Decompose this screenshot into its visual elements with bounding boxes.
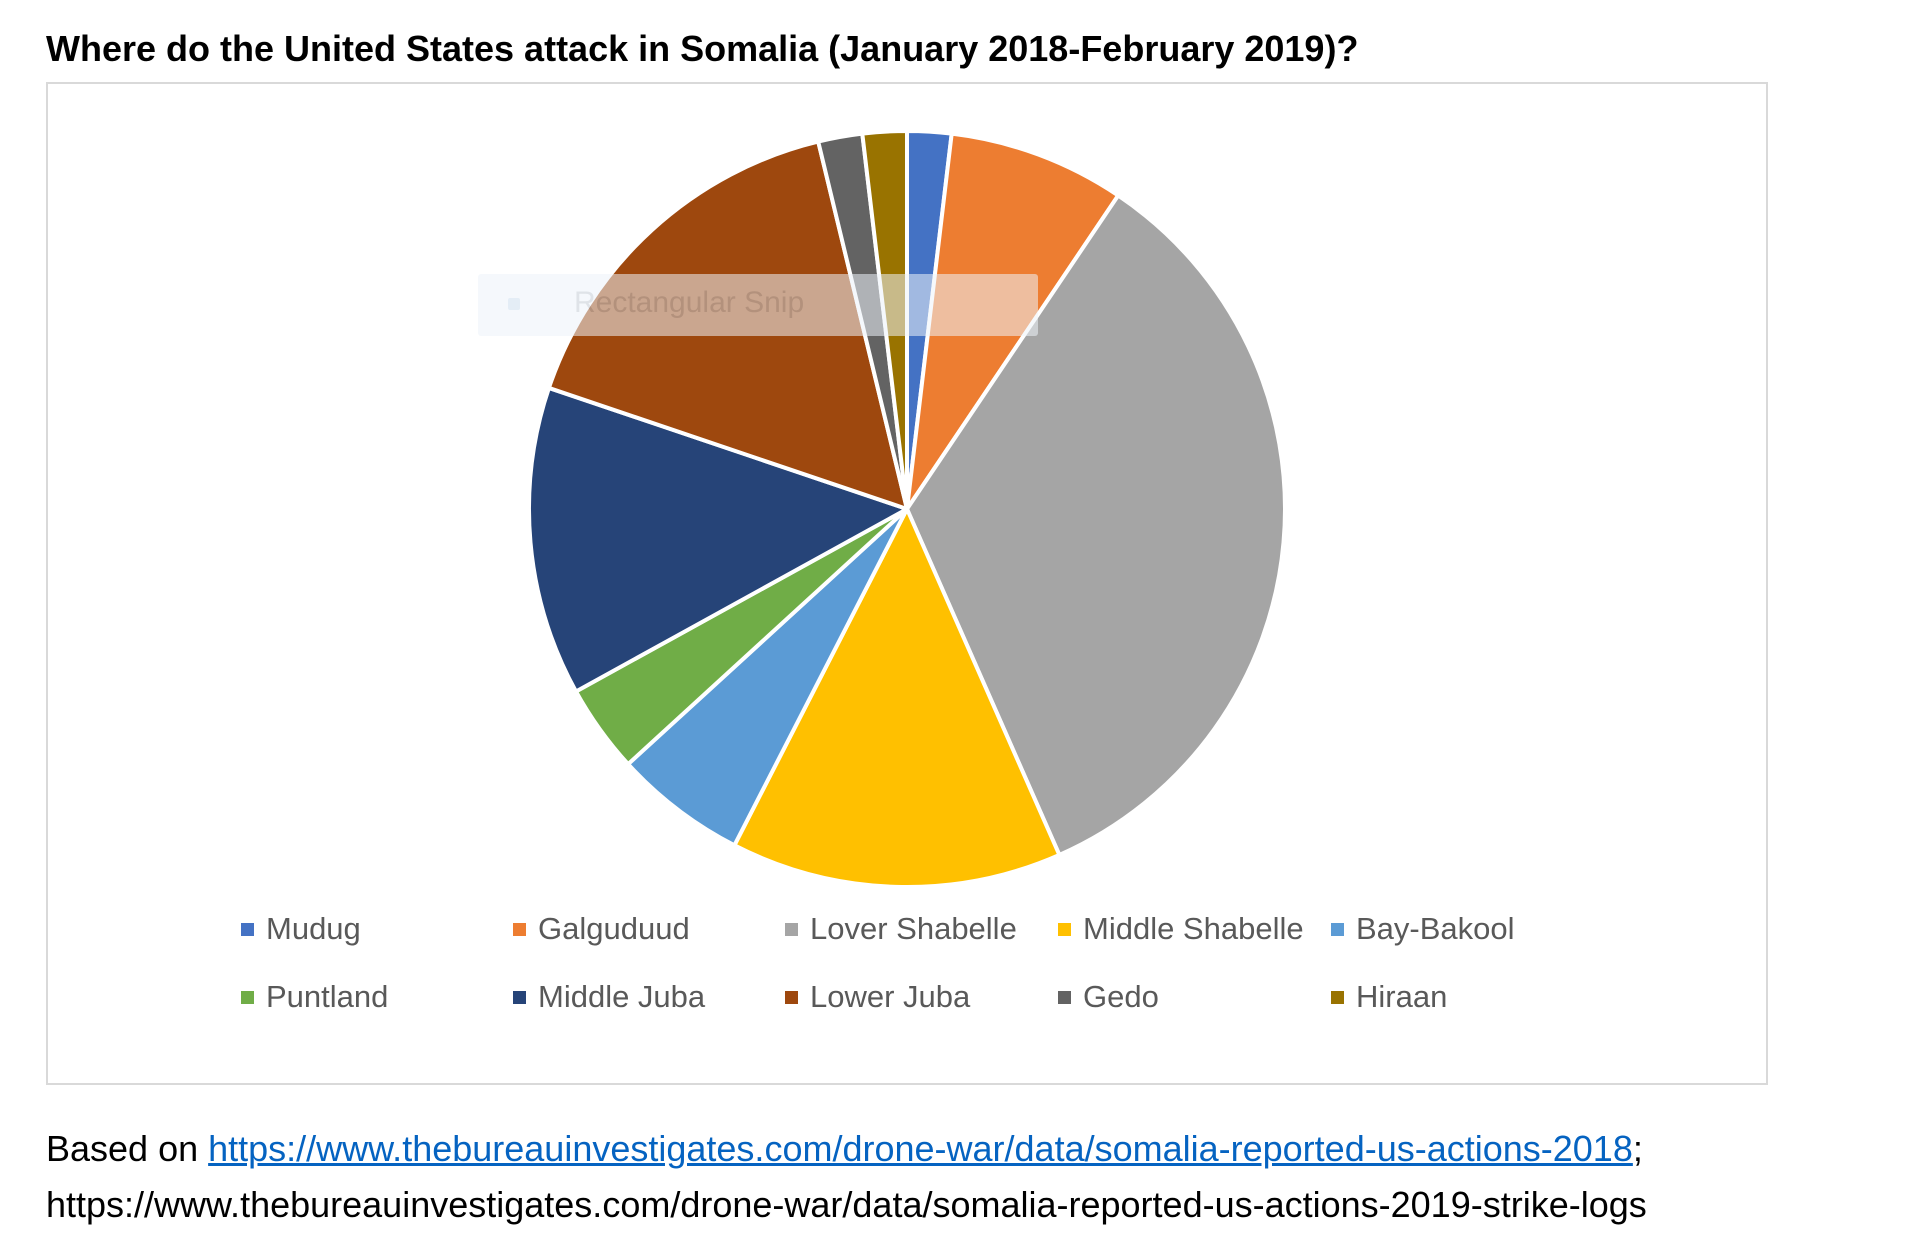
snip-ghost-label: Rectangular Snip (574, 286, 805, 319)
pie-slice-middle-shabelle (732, 507, 1062, 889)
pie-slice-bay-bakool (626, 507, 909, 848)
source-prefix: Based on (46, 1128, 209, 1169)
source-separator: ; (1632, 1128, 1643, 1169)
pie-slice-middle-juba (527, 385, 909, 694)
source-line-2: https://www.thebureauinvestigates.com/dr… (46, 1184, 1647, 1225)
snip-ghost-icon (508, 298, 520, 310)
chart-frame: Rectangular Snip Mudug Galguduud Lover Sha… (46, 82, 1768, 1085)
chart-title: Where do the United States attack in Som… (46, 28, 1359, 69)
pie-slice-lover-shabelle (905, 193, 1287, 857)
source-line-1: Based on https://www.thebureauinvestigat… (46, 1128, 1643, 1170)
pie-chart (527, 129, 1287, 889)
snip-overlay-ghost: Rectangular Snip (478, 274, 1038, 336)
source-link[interactable]: https://www.thebureauinvestigates.com/dr… (208, 1128, 1633, 1169)
